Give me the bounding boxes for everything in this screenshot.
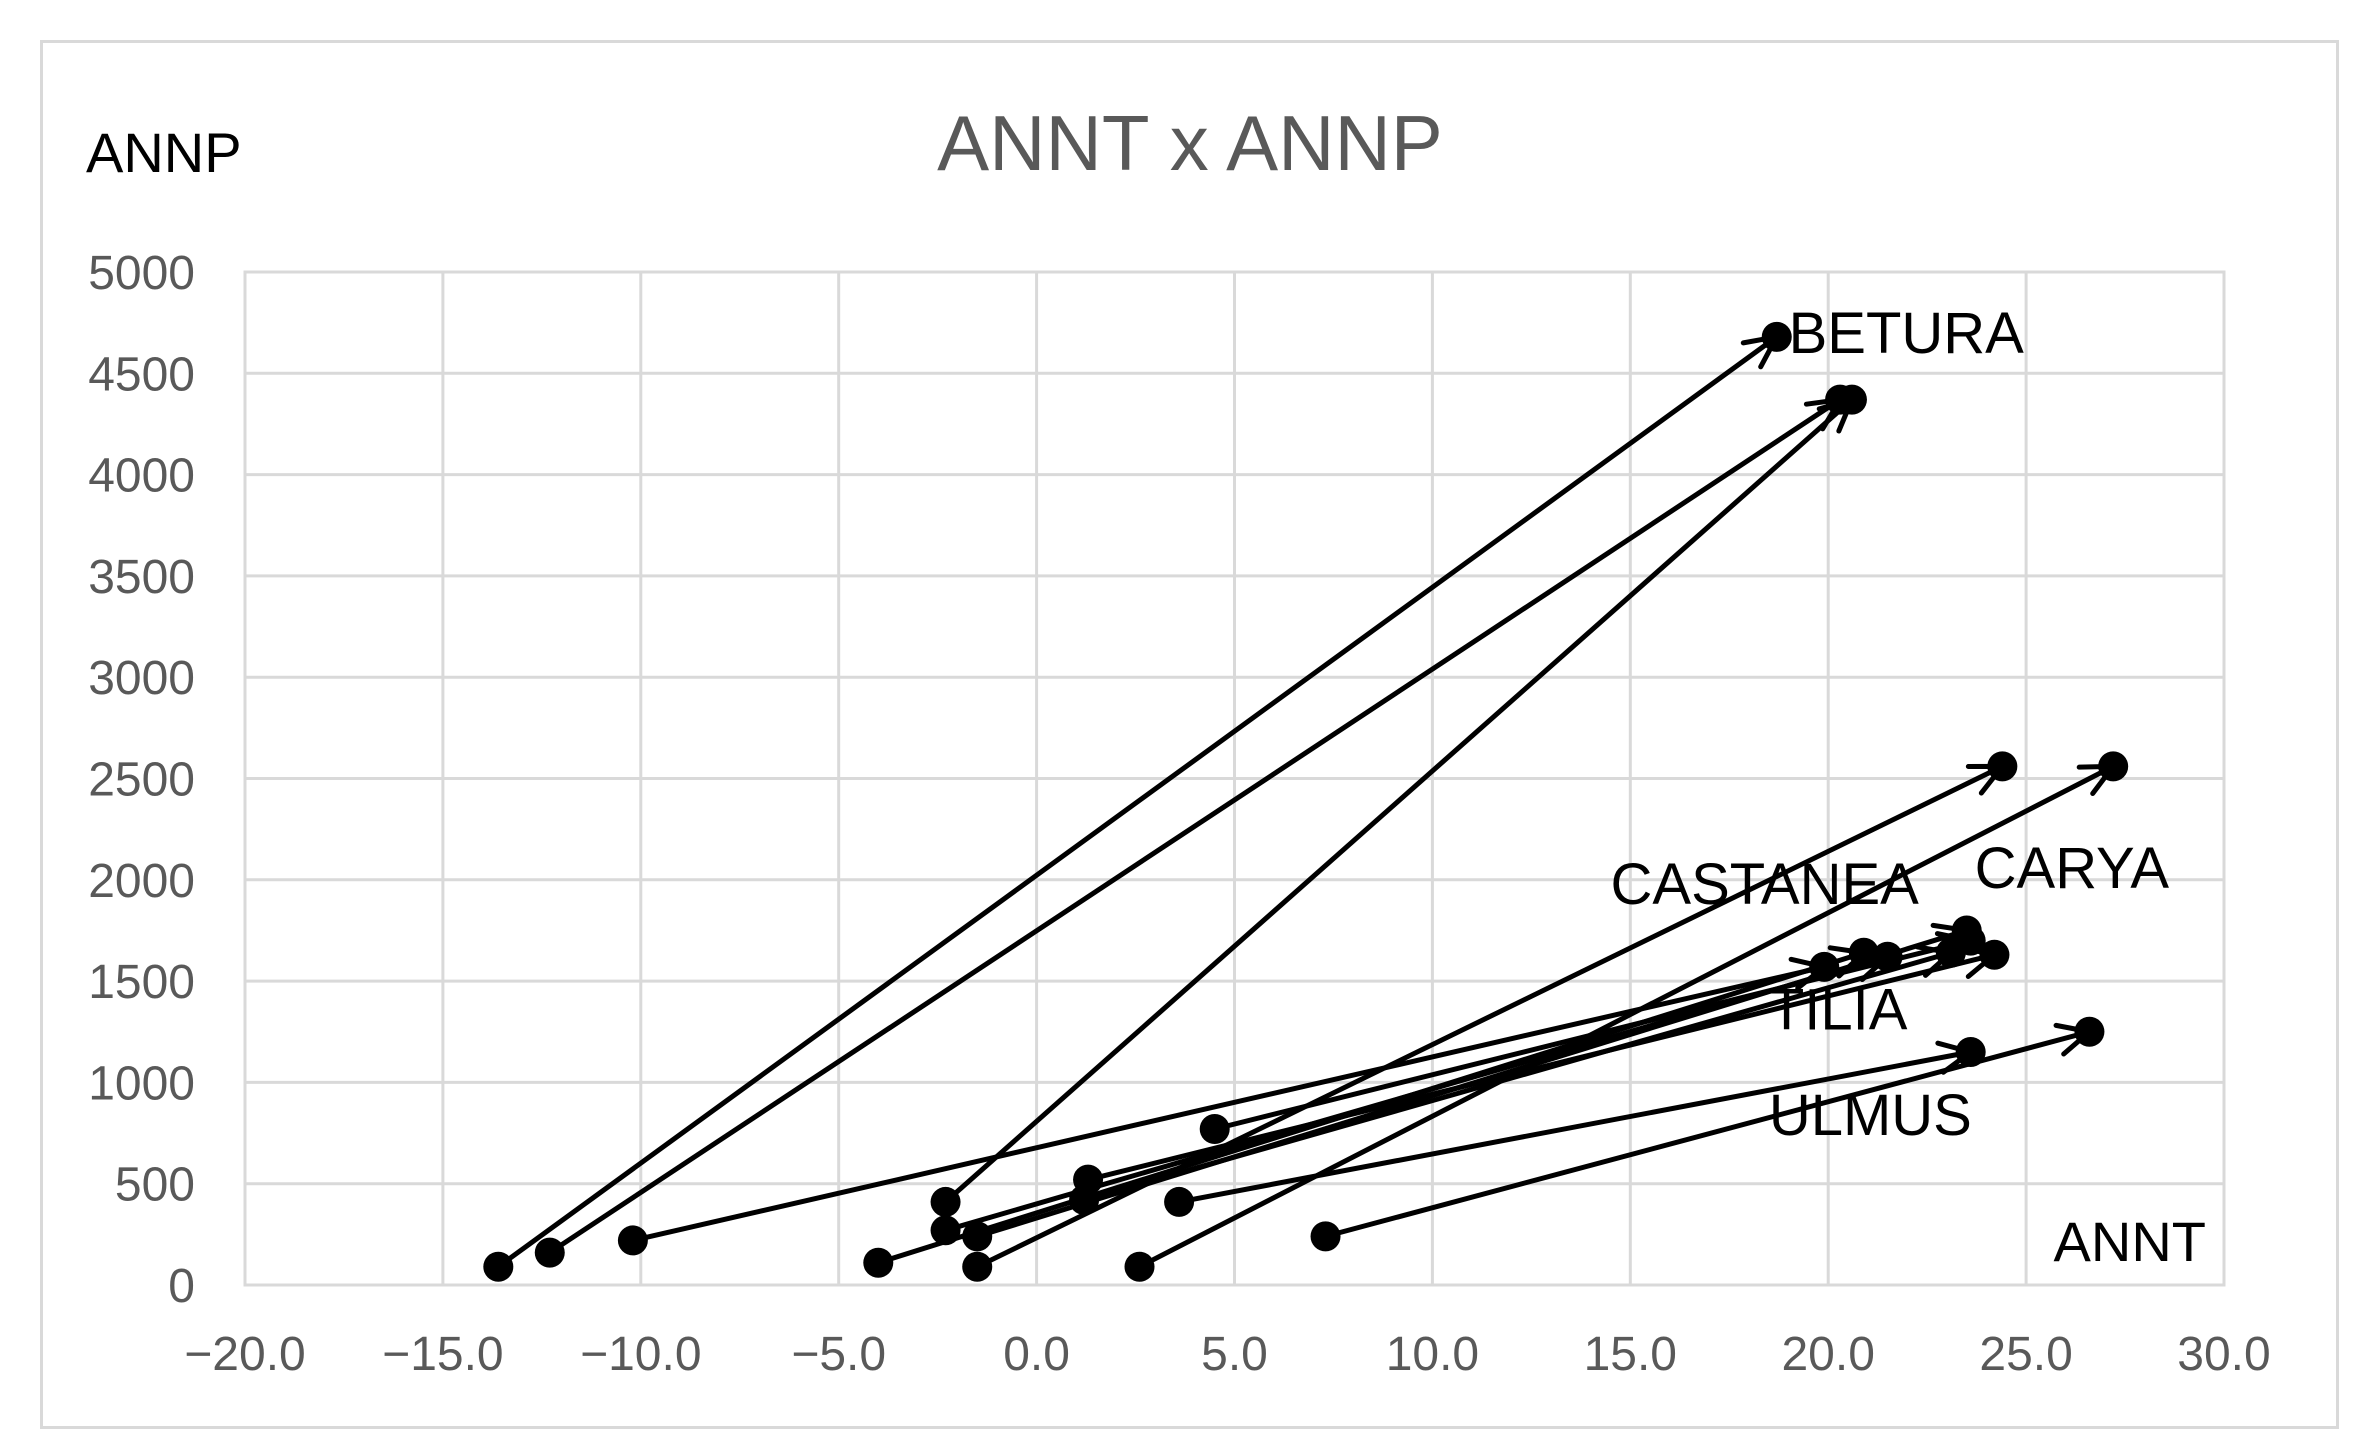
end-point (2098, 751, 2129, 782)
start-point (1073, 1164, 1104, 1195)
annotation-label: ULMUS (1769, 1083, 1972, 1148)
plot-area-border (243, 270, 2226, 1287)
y-tick-labels: 0 500 1000 1500 2000 2500 3000 3500 4000 4500 5000 (88, 247, 195, 1313)
y-tick-label: 2000 (88, 855, 195, 908)
x-tick-label: 10.0 (1386, 1328, 1479, 1381)
x-tick-label: 15.0 (1584, 1328, 1677, 1381)
x-axis-label: ANNT (2054, 1210, 2206, 1273)
annotation-label: BETURA (1789, 301, 2025, 366)
end-point (1761, 321, 1792, 352)
arrow-line (496, 334, 1779, 1269)
arrow-series (483, 321, 2129, 1282)
x-tick-label: 20.0 (1781, 1328, 1874, 1381)
arrow-line (1087, 952, 1996, 1183)
trajectory-arrow (483, 321, 1792, 1282)
annotation-label: CARYA (1975, 836, 2170, 901)
end-point (1836, 384, 1867, 415)
start-point (962, 1221, 993, 1252)
arrow-line (1214, 938, 1972, 1132)
x-tick-label: −15.0 (382, 1328, 503, 1381)
end-point (1955, 925, 1986, 956)
start-point (617, 1225, 648, 1256)
arrow-line (1138, 764, 2115, 1269)
trajectory-arrow (1164, 1037, 1986, 1217)
start-point (483, 1251, 514, 1282)
start-point (1124, 1251, 1155, 1282)
start-point (962, 1251, 993, 1282)
y-tick-label: 3500 (88, 551, 195, 604)
arrow-line (1083, 950, 1952, 1203)
annotation-label: CASTANEA (1611, 852, 1920, 917)
trajectory-arrow (617, 951, 1840, 1256)
x-tick-label: 0.0 (1003, 1328, 1070, 1381)
start-point (1199, 1113, 1230, 1144)
start-point (534, 1237, 565, 1268)
y-tick-label: 3000 (88, 652, 195, 705)
start-point (930, 1186, 961, 1217)
arrow-line (943, 397, 1854, 1204)
start-point (930, 1215, 961, 1246)
y-tick-label: 500 (115, 1159, 195, 1212)
x-tick-label: 5.0 (1201, 1328, 1268, 1381)
end-point (2074, 1016, 2105, 1047)
arrow-line (548, 397, 1842, 1255)
arrow-line (1324, 1029, 2091, 1239)
y-tick-label: 1000 (88, 1057, 195, 1110)
start-point (863, 1247, 894, 1278)
annotations: BETURA CASTANEA CARYA TILIA ULMUS (1611, 301, 2170, 1148)
x-tick-label: 25.0 (1979, 1328, 2072, 1381)
x-tick-label: 30.0 (2177, 1328, 2270, 1381)
trajectory-arrow (1310, 1016, 2105, 1252)
end-point (1979, 939, 2010, 970)
y-tick-label: 2500 (88, 754, 195, 807)
trajectory-arrow (930, 384, 1867, 1217)
arrow-line (632, 964, 1825, 1243)
y-tick-label: 4500 (88, 348, 195, 401)
chart-title: ANNT x ANNP (937, 99, 1443, 187)
y-tick-label: 5000 (88, 247, 195, 300)
arrow-line (1178, 1049, 1972, 1205)
trajectory-arrow (1124, 751, 2129, 1282)
x-tick-label: −5.0 (791, 1328, 886, 1381)
start-point (1164, 1186, 1195, 1217)
annotation-label: TILIA (1769, 978, 1908, 1043)
start-point (1310, 1221, 1341, 1252)
trajectory-arrow (1199, 925, 1986, 1144)
end-point (1987, 751, 2018, 782)
x-tick-label: −10.0 (580, 1328, 701, 1381)
y-axis-label: ANNP (86, 121, 242, 184)
y-tick-label: 1500 (88, 956, 195, 1009)
x-tick-labels: −20.0 −15.0 −10.0 −5.0 0.0 5.0 10.0 15.0 20.0 25.… (184, 1328, 2270, 1381)
x-tick-label: −20.0 (184, 1328, 305, 1381)
y-tick-label: 0 (168, 1260, 195, 1313)
trajectory-arrow (534, 384, 1856, 1268)
y-tick-label: 4000 (88, 450, 195, 503)
